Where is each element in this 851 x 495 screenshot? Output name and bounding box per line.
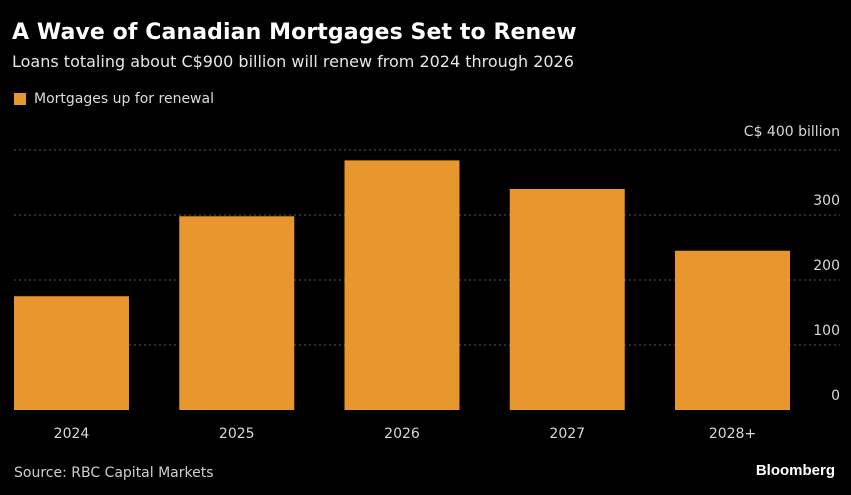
x-tick-label: 2028+: [709, 426, 756, 442]
legend-label: Mortgages up for renewal: [34, 91, 214, 107]
chart-subtitle: Loans totaling about C$900 billion will …: [12, 52, 574, 71]
legend: Mortgages up for renewal: [14, 91, 214, 107]
bar-2026: [344, 160, 460, 410]
bloomberg-logo: Bloomberg: [755, 462, 835, 479]
x-tick-label: 2025: [219, 426, 255, 442]
x-tick-label: 2027: [549, 426, 585, 442]
y-tick-label: 0: [831, 388, 840, 404]
y-tick-label: C$ 400 billion: [744, 124, 840, 140]
bar-2028plus: [675, 250, 790, 410]
x-tick-label: 2024: [54, 426, 90, 442]
source-note: Source: RBC Capital Markets: [14, 465, 214, 481]
x-tick-label: 2026: [384, 426, 420, 442]
chart-title: A Wave of Canadian Mortgages Set to Rene…: [12, 20, 577, 45]
legend-swatch: [14, 93, 26, 105]
bar-2024: [14, 296, 129, 410]
y-tick-label: 100: [813, 323, 840, 339]
bar-2025: [179, 216, 295, 410]
y-tick-label: 300: [813, 193, 840, 209]
y-tick-label: 200: [813, 258, 840, 274]
bar-2027: [509, 189, 625, 410]
